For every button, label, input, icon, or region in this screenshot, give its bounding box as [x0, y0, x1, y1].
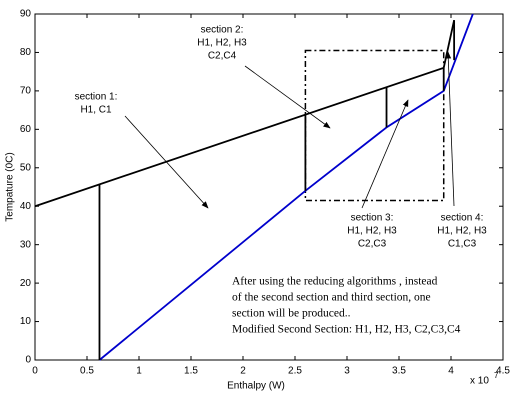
x-tick-label: 0.5: [80, 366, 94, 377]
y-tick-label: 10: [20, 316, 32, 327]
annotation-arrow: [244, 65, 331, 129]
annotation-text: H1, H2, H3: [437, 226, 487, 237]
y-tick-label: 70: [20, 86, 32, 97]
annotation-arrow: [445, 51, 455, 207]
x-tick-label: 4.5: [496, 366, 510, 377]
annotation-text: section 4:: [441, 213, 484, 224]
note-text: After using the reducing algorithms , in…: [232, 276, 438, 288]
y-axis-label: Tempature (0C): [5, 152, 16, 221]
x-tick-label: 2: [240, 366, 246, 377]
note-text: Modified Second Section: H1, H2, H3, C2,…: [232, 324, 461, 336]
x-tick-label: 1: [136, 366, 142, 377]
section-region: [304, 49, 445, 202]
plot-frame: [34, 13, 504, 361]
note-text: of the second section and third section,…: [232, 292, 431, 304]
y-tick-label: 60: [20, 124, 32, 135]
curve: [34, 19, 455, 208]
x-tick-label: 1.5: [184, 366, 198, 377]
x-tick-label: 0: [32, 366, 38, 377]
x-axis-label: Enthalpy (W): [227, 381, 285, 392]
annotation-text: C1,C3: [448, 239, 477, 250]
annotation-text: section 3:: [351, 213, 394, 224]
x-multiplier-exponent: 7: [494, 371, 499, 380]
y-tick-label: 80: [20, 47, 32, 58]
note-text: section will be produced..: [232, 308, 351, 320]
x-multiplier: x 10: [470, 376, 489, 387]
annotation-text: H1, H2, H3: [197, 38, 247, 49]
y-tick-label: 40: [20, 201, 32, 212]
annotation-text: section 1:: [75, 92, 118, 103]
annotation-text: C2,C4: [208, 51, 237, 62]
annotation-text: section 2:: [201, 25, 244, 36]
x-tick-label: 3.5: [392, 366, 406, 377]
y-tick-label: 0: [25, 355, 31, 366]
annotation-arrow: [124, 115, 209, 209]
annotation-arrow: [361, 99, 409, 209]
annotation-text: H1, C1: [80, 105, 112, 116]
x-tick-label: 4: [448, 366, 454, 377]
x-tick-label: 3: [344, 366, 350, 377]
y-tick-label: 20: [20, 278, 32, 289]
annotation-text: H1, H2, H3: [347, 226, 397, 237]
annotation-text: C2,C3: [358, 239, 387, 250]
y-tick-label: 30: [20, 239, 32, 250]
y-tick-label: 90: [20, 9, 32, 20]
x-tick-label: 2.5: [288, 366, 302, 377]
y-tick-label: 50: [20, 162, 32, 173]
